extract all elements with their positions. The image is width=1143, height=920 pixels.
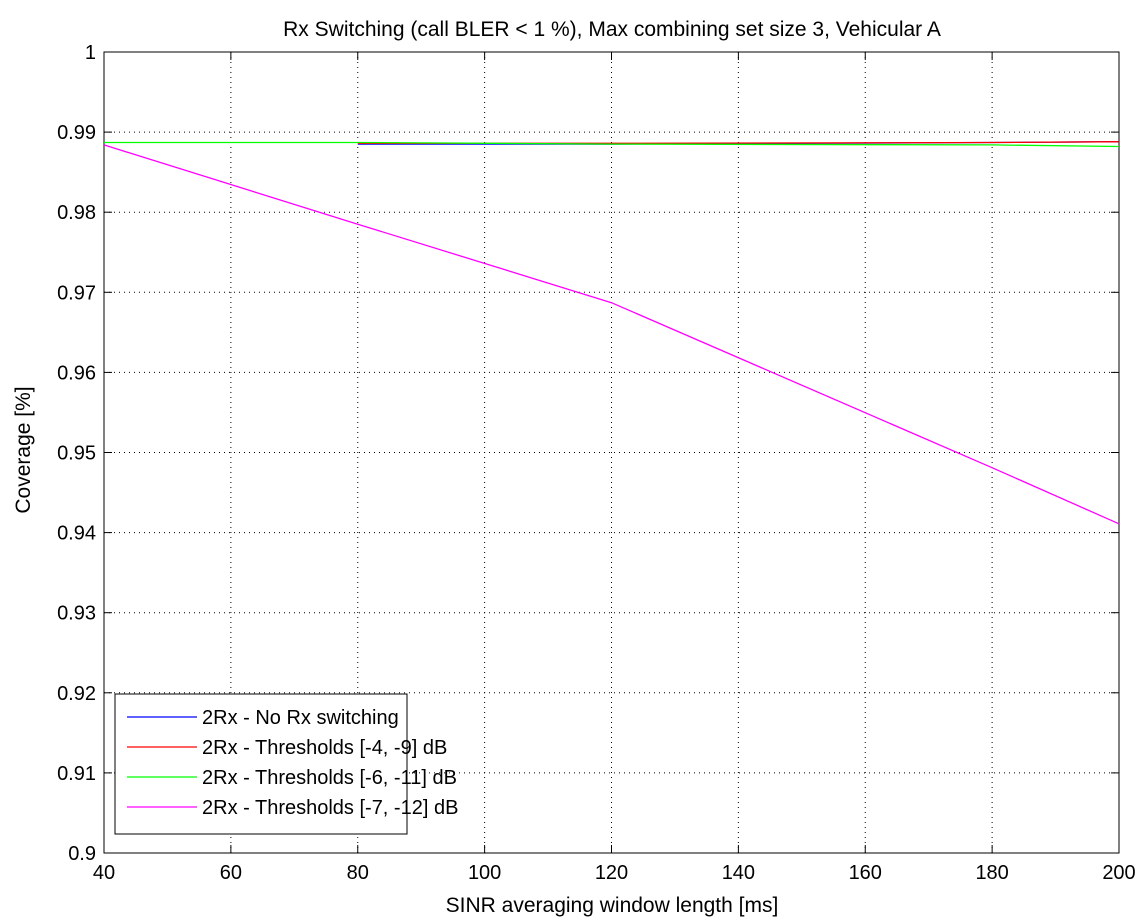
- x-axis-title: SINR averaging window length [ms]: [446, 894, 779, 917]
- y-tick-label: 0.95: [57, 443, 96, 465]
- chart-title: Rx Switching (call BLER < 1 %), Max comb…: [283, 18, 941, 41]
- y-tick-label: 0.96: [57, 362, 96, 384]
- legend-label: 2Rx - Thresholds [-6, -11] dB: [202, 767, 457, 789]
- y-tick-label: 0.93: [57, 603, 96, 625]
- y-tick-label: 0.91: [57, 763, 96, 785]
- x-tick-label: 140: [722, 862, 755, 884]
- legend-label: 2Rx - Thresholds [-4, -9] dB: [202, 737, 447, 759]
- grid: [104, 52, 1119, 853]
- y-tick-label: 0.9: [68, 843, 96, 865]
- x-tick-label: 40: [93, 862, 115, 884]
- y-tick-label: 0.99: [57, 122, 96, 144]
- series-lines: [103, 141, 1120, 525]
- x-tick-label: 160: [849, 862, 882, 884]
- y-tick-label: 1: [85, 42, 96, 64]
- x-tick-label: 80: [347, 862, 369, 884]
- x-tick-label: 180: [975, 862, 1008, 884]
- x-tick-label: 60: [220, 862, 242, 884]
- x-tick-label: 100: [468, 862, 501, 884]
- series-line-3: [103, 144, 1120, 525]
- y-tick-label: 0.98: [57, 202, 96, 224]
- axis-ticks: 40 60 80 100 120 140 160 180 200 0.9 0.91 0.92 0.93 0…: [57, 42, 1136, 884]
- y-tick-label: 0.94: [57, 523, 96, 545]
- legend-label: 2Rx - Thresholds [-7, -12] dB: [202, 797, 458, 819]
- y-tick-label: 0.92: [57, 683, 96, 705]
- series-line-2: [104, 141, 1120, 148]
- y-axis-title: Coverage [%]: [12, 386, 35, 513]
- x-tick-label: 200: [1102, 862, 1135, 884]
- y-tick-label: 0.97: [57, 282, 96, 304]
- legend-label: 2Rx - No Rx switching: [202, 707, 399, 729]
- legend: 2Rx - No Rx switching 2Rx - Thresholds [-…: [114, 693, 458, 835]
- x-tick-label: 120: [595, 862, 628, 884]
